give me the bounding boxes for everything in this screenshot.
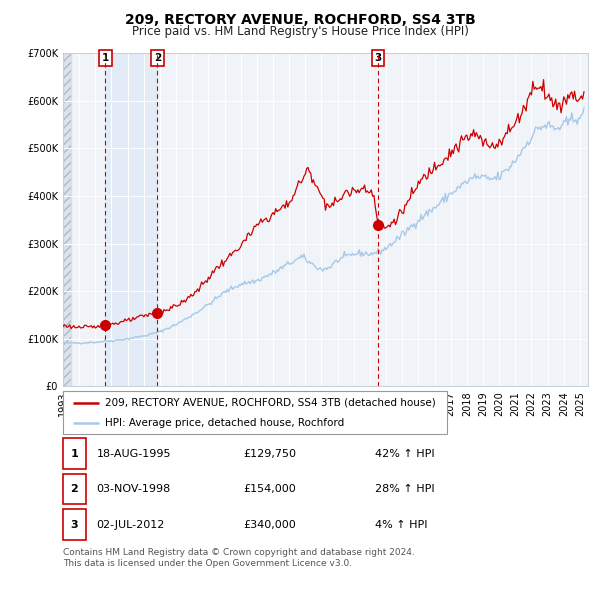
Text: 2: 2 [154, 53, 161, 63]
Text: 3: 3 [374, 53, 382, 63]
Text: £154,000: £154,000 [243, 484, 296, 494]
Text: 02-JUL-2012: 02-JUL-2012 [97, 520, 165, 529]
Bar [106, 53, 157, 386]
Text: 28% ↑ HPI: 28% ↑ HPI [375, 484, 434, 494]
Text: 209, RECTORY AVENUE, ROCHFORD, SS4 3TB (detached house): 209, RECTORY AVENUE, ROCHFORD, SS4 3TB (… [105, 398, 436, 408]
Text: HPI: Average price, detached house, Rochford: HPI: Average price, detached house, Roch… [105, 418, 344, 428]
Bar [63, 53, 71, 386]
Text: 3: 3 [71, 520, 78, 529]
Text: 42% ↑ HPI: 42% ↑ HPI [375, 449, 434, 458]
FancyBboxPatch shape [63, 391, 447, 434]
Text: 209, RECTORY AVENUE, ROCHFORD, SS4 3TB: 209, RECTORY AVENUE, ROCHFORD, SS4 3TB [125, 13, 475, 27]
Text: 1: 1 [71, 449, 78, 458]
Text: Price paid vs. HM Land Registry's House Price Index (HPI): Price paid vs. HM Land Registry's House … [131, 25, 469, 38]
Text: 4% ↑ HPI: 4% ↑ HPI [375, 520, 427, 529]
Text: This data is licensed under the Open Government Licence v3.0.: This data is licensed under the Open Gov… [63, 559, 352, 568]
Text: 1: 1 [102, 53, 109, 63]
Text: 2: 2 [71, 484, 78, 494]
Text: 18-AUG-1995: 18-AUG-1995 [97, 449, 171, 458]
Text: 03-NOV-1998: 03-NOV-1998 [97, 484, 171, 494]
Text: £129,750: £129,750 [243, 449, 296, 458]
Bar [63, 53, 71, 386]
Text: Contains HM Land Registry data © Crown copyright and database right 2024.: Contains HM Land Registry data © Crown c… [63, 548, 415, 556]
Text: £340,000: £340,000 [243, 520, 296, 529]
